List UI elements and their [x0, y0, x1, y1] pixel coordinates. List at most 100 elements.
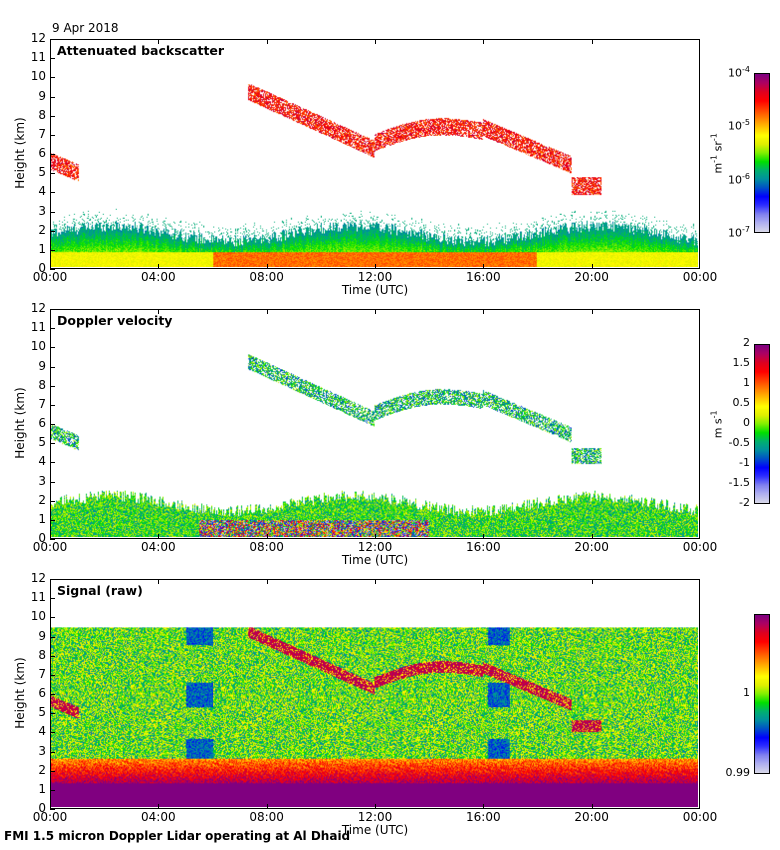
panel-title: Doppler velocity	[57, 313, 173, 328]
x-tick-label: 04:00	[141, 270, 176, 284]
x-tick-mark-top	[483, 579, 485, 584]
y-tick-mark	[50, 115, 55, 117]
x-tick-label: 08:00	[249, 540, 284, 554]
x-tick-label: 00:00	[682, 810, 718, 824]
colorbar-tick-label: -1.5	[728, 476, 750, 489]
heatmap-3	[51, 580, 698, 807]
plot-area-1: Attenuated backscatter	[50, 39, 700, 269]
y-tick-label: 11	[30, 320, 46, 335]
plot-area-2: Doppler velocity	[50, 309, 700, 539]
colorbar-tick-label: -1	[739, 456, 750, 469]
y-tick-mark	[50, 39, 55, 40]
x-tick-mark	[158, 534, 160, 539]
y-tick-label: 0	[38, 801, 46, 815]
x-tick-mark	[266, 534, 268, 539]
y-tick-mark	[50, 713, 55, 715]
y-tick-label: 5	[38, 705, 46, 720]
y-tick-mark	[50, 366, 55, 368]
x-tick-mark	[375, 534, 376, 539]
y-tick-mark	[50, 481, 55, 483]
y-tick-mark	[50, 385, 55, 387]
y-tick-label: 8	[38, 377, 46, 392]
y-tick-mark	[50, 77, 55, 79]
y-tick-label: 4	[38, 454, 46, 469]
colorbar-tick-label: 1	[743, 686, 750, 699]
x-tick-mark	[483, 804, 485, 809]
footer-caption: FMI 1.5 micron Doppler Lidar operating a…	[4, 829, 351, 843]
x-tick-label: 20:00	[574, 270, 609, 284]
y-axis-label: Height (km)	[13, 117, 27, 189]
colorbar-tick-label: 1	[743, 376, 750, 389]
x-tick-label: 04:00	[141, 540, 176, 554]
x-tick-mark-top	[375, 39, 376, 44]
y-tick-mark	[50, 809, 55, 810]
x-tick-mark	[483, 534, 485, 539]
y-tick-mark	[50, 674, 55, 676]
x-tick-mark	[158, 264, 160, 269]
x-tick-mark	[266, 804, 268, 809]
y-tick-mark	[50, 655, 55, 657]
y-tick-label: 6	[38, 146, 46, 160]
y-tick-label: 1	[38, 241, 46, 256]
x-tick-mark-top	[158, 309, 160, 314]
y-tick-label: 2	[38, 492, 46, 507]
colorbar-tick-label: 10-7	[728, 225, 750, 240]
colorbar-tick-label: 1.5	[732, 356, 751, 369]
y-tick-label: 12	[30, 31, 46, 45]
panel-title: Signal (raw)	[57, 583, 143, 598]
y-tick-label: 0	[38, 261, 46, 275]
x-tick-label: 16:00	[466, 270, 501, 284]
x-tick-label: 00:00	[682, 270, 718, 284]
y-tick-label: 10	[30, 339, 46, 354]
x-tick-mark	[158, 804, 160, 809]
x-tick-mark	[483, 264, 485, 269]
y-tick-label: 9	[38, 88, 46, 103]
colorbar-tick-label: 0.99	[725, 766, 751, 779]
colorbar-tick-label: -0.5	[728, 436, 750, 449]
x-tick-label: 20:00	[574, 540, 609, 554]
y-tick-label: 8	[38, 107, 46, 122]
y-tick-mark	[50, 96, 55, 98]
panel-title: Attenuated backscatter	[57, 43, 225, 58]
heatmap-2	[51, 310, 698, 537]
colorbar-tick-label: 0	[743, 416, 750, 429]
y-tick-mark	[50, 751, 55, 753]
colorbar-tick-label: 10-6	[728, 171, 750, 187]
x-tick-mark-top	[483, 39, 485, 44]
y-tick-label: 0	[38, 531, 46, 545]
y-tick-mark	[50, 694, 55, 695]
x-axis-label: Time (UTC)	[341, 823, 409, 837]
x-tick-label: 16:00	[466, 810, 501, 824]
y-tick-mark	[50, 192, 55, 194]
colorbar-tick-label: 10-5	[728, 118, 750, 133]
x-tick-mark-top	[158, 39, 160, 44]
y-tick-mark	[50, 58, 55, 60]
y-tick-mark	[50, 309, 55, 310]
y-tick-label: 2	[38, 222, 46, 237]
y-tick-mark	[50, 770, 55, 772]
y-tick-mark	[50, 249, 55, 251]
x-tick-mark-top	[158, 579, 160, 584]
colorbar-2	[754, 344, 770, 504]
y-axis-label: Height (km)	[13, 387, 27, 459]
y-tick-label: 7	[38, 666, 46, 681]
x-tick-label: 20:00	[574, 810, 609, 824]
y-tick-label: 7	[38, 126, 46, 141]
x-tick-mark-top	[591, 309, 593, 314]
y-tick-mark	[50, 173, 55, 175]
x-tick-label: 00:00	[32, 540, 68, 554]
y-tick-label: 11	[30, 50, 46, 65]
y-tick-mark	[50, 154, 55, 155]
y-tick-label: 11	[30, 590, 46, 605]
x-tick-label: 12:00	[357, 540, 393, 554]
x-tick-mark	[266, 264, 268, 269]
colorbar-1	[754, 73, 770, 233]
x-tick-label: 04:00	[141, 810, 176, 824]
y-tick-label: 8	[38, 647, 46, 662]
y-tick-mark	[50, 269, 55, 270]
y-tick-label: 9	[38, 628, 46, 643]
heatmap-1	[51, 40, 698, 267]
y-tick-mark	[50, 347, 55, 349]
y-tick-label: 4	[38, 724, 46, 739]
x-tick-mark-top	[483, 309, 485, 314]
